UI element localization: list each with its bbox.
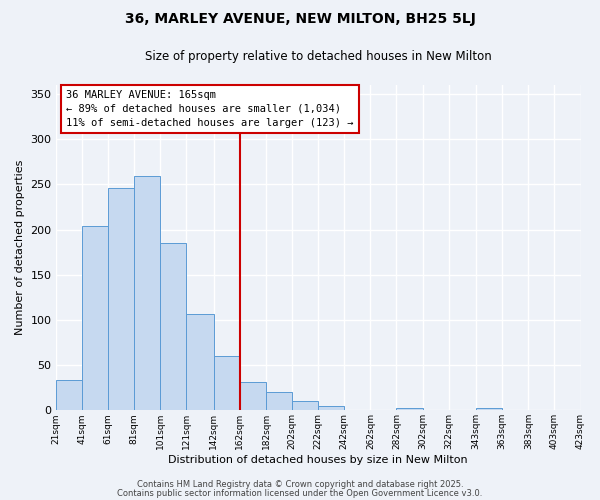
Title: Size of property relative to detached houses in New Milton: Size of property relative to detached ho… [145, 50, 491, 63]
Bar [476, 408, 502, 410]
Text: Contains public sector information licensed under the Open Government Licence v3: Contains public sector information licen… [118, 488, 482, 498]
Bar [82, 226, 108, 410]
Bar [56, 380, 82, 410]
Bar [160, 243, 187, 410]
Bar [318, 406, 344, 410]
Bar [187, 314, 214, 410]
Bar [397, 408, 422, 410]
Y-axis label: Number of detached properties: Number of detached properties [15, 160, 25, 336]
Bar [108, 188, 134, 410]
Text: Contains HM Land Registry data © Crown copyright and database right 2025.: Contains HM Land Registry data © Crown c… [137, 480, 463, 489]
Bar [240, 382, 266, 410]
Bar [292, 402, 318, 410]
Text: 36, MARLEY AVENUE, NEW MILTON, BH25 5LJ: 36, MARLEY AVENUE, NEW MILTON, BH25 5LJ [125, 12, 475, 26]
Bar [266, 392, 292, 410]
Bar [134, 176, 160, 410]
Text: 36 MARLEY AVENUE: 165sqm
← 89% of detached houses are smaller (1,034)
11% of sem: 36 MARLEY AVENUE: 165sqm ← 89% of detach… [67, 90, 354, 128]
X-axis label: Distribution of detached houses by size in New Milton: Distribution of detached houses by size … [169, 455, 468, 465]
Bar [214, 356, 240, 410]
